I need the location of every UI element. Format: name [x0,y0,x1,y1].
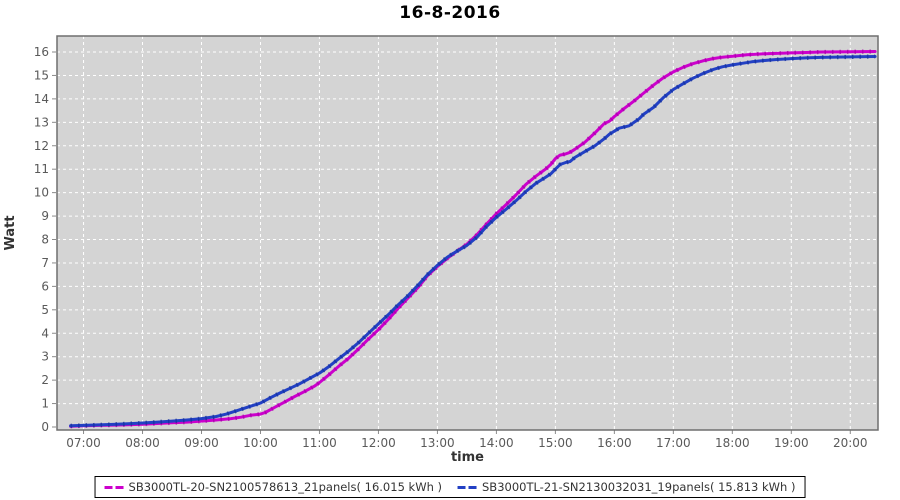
x-tick-label: 15:00 [538,436,573,450]
x-tick-label: 14:00 [479,436,514,450]
x-tick-label: 18:00 [715,436,750,450]
x-tick-label: 17:00 [656,436,691,450]
y-axis-label: Watt [3,215,18,250]
x-tick-label: 09:00 [184,436,219,450]
y-tick-label: 13 [34,115,49,129]
series-line-1-markers [70,54,876,428]
legend: SB3000TL-20-SN2100578613_21panels( 16.01… [94,476,806,498]
x-tick-label: 07:00 [66,436,101,450]
x-tick-label: 20:00 [833,436,868,450]
x-tick-label: 13:00 [420,436,455,450]
y-tick-label: 9 [41,209,49,223]
legend-label-series-0: SB3000TL-20-SN2100578613_21panels( 16.01… [128,480,442,494]
x-tick-label: 12:00 [361,436,396,450]
series-lines [69,49,877,429]
y-tick-label: 11 [34,162,49,176]
y-tick-label: 12 [34,139,49,153]
y-tick-label: 1 [41,397,49,411]
y-tick-label: 3 [41,350,49,364]
y-tick-label: 4 [41,326,49,340]
y-gridlines [57,51,878,405]
chart-title: 16-8-2016 [399,3,501,23]
y-tick-label: 0 [41,420,49,434]
legend-item-series-0: SB3000TL-20-SN2100578613_21panels( 16.01… [104,480,442,494]
x-tick-label: 19:00 [774,436,809,450]
y-tick-label: 2 [41,373,49,387]
y-tick-marks [52,51,56,428]
y-tick-label: 5 [41,303,49,317]
y-tick-label: 15 [34,68,49,82]
x-tick-labels: 07:00 08:00 09:00 10:00 11:00 12:00 13:00 14:00… [66,436,867,450]
x-tick-label: 08:00 [125,436,160,450]
series-0-line-swatch-icon [104,485,124,489]
legend-item-series-1: SB3000TL-21-SN2130032031_19panels( 15.81… [458,480,795,494]
x-tick-label: 10:00 [243,436,278,450]
y-tick-label: 10 [34,186,49,200]
series-line-0-markers [70,49,876,429]
y-tick-label: 14 [34,92,49,106]
plot-border [56,35,879,431]
y-tick-label: 16 [34,45,49,59]
x-tick-label: 11:00 [302,436,337,450]
legend-label-series-1: SB3000TL-21-SN2130032031_19panels( 15.81… [482,480,796,494]
y-tick-label: 7 [41,256,49,270]
y-tick-label: 8 [41,233,49,247]
series-1-line-swatch-icon [458,485,477,489]
x-axis-label: time [451,450,484,465]
x-tick-label: 16:00 [597,436,632,450]
plot-area [57,36,878,430]
chart-canvas: 07:00 08:00 09:00 10:00 11:00 12:00 13:00 14:00… [3,35,879,465]
y-tick-label: 6 [41,279,49,293]
